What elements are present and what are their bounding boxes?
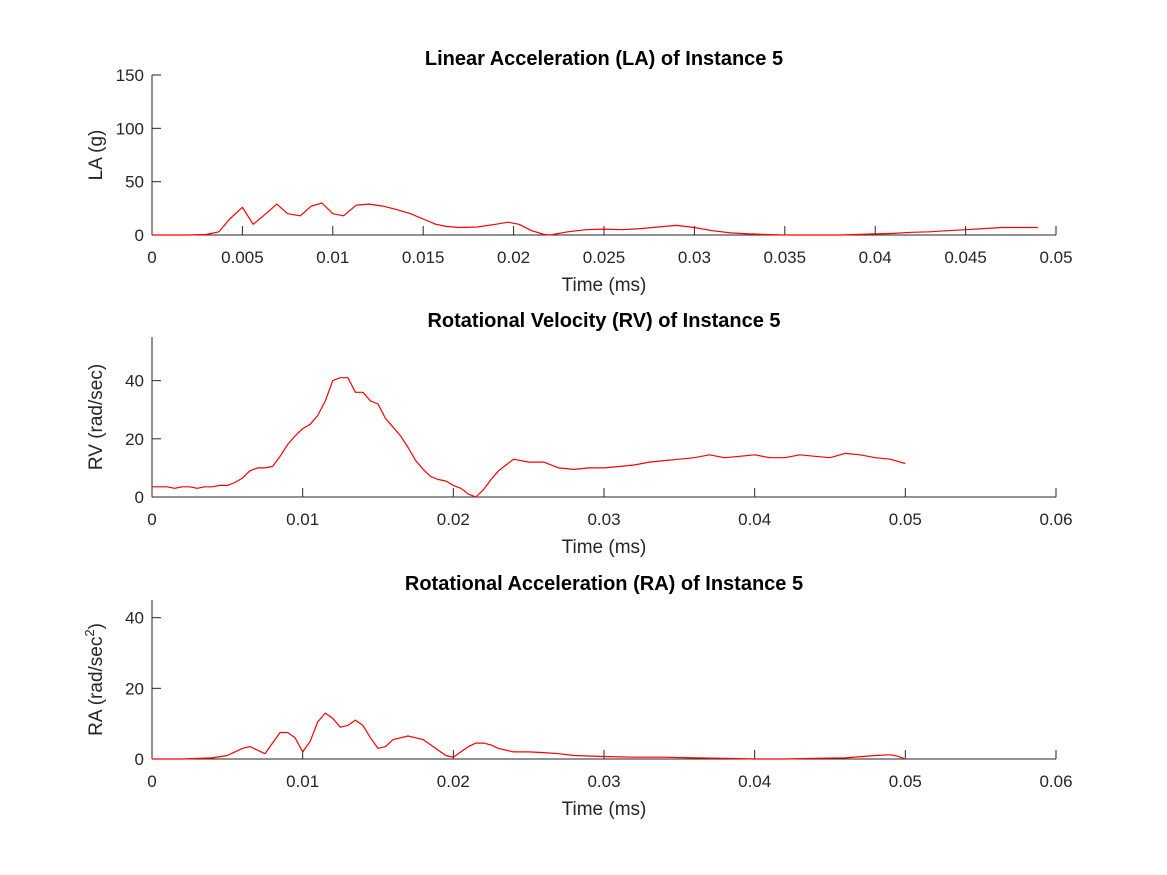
x-tick-label: 0.06 <box>1039 510 1072 529</box>
y-tick-label: 20 <box>125 430 144 449</box>
y-tick-label: 40 <box>125 372 144 391</box>
x-tick-label: 0.03 <box>678 248 711 267</box>
x-axis-label: Time (ms) <box>562 275 647 296</box>
x-tick-label: 0.03 <box>587 510 620 529</box>
x-tick-label: 0 <box>147 510 156 529</box>
x-tick-label: 0.04 <box>738 772 771 791</box>
y-tick-label: 0 <box>135 226 144 245</box>
y-axis-label: RV (rad/sec) <box>86 364 107 470</box>
y-tick-label: 0 <box>135 488 144 507</box>
series-line-1 <box>152 202 1038 236</box>
y-tick-label: 100 <box>116 119 144 138</box>
x-tick-label: 0.04 <box>738 510 771 529</box>
chart-panel-1: Linear Acceleration (LA) of Instance 50 0… <box>86 48 1073 296</box>
x-axis-label: Time (ms) <box>562 537 647 558</box>
x-tick-label: 0.025 <box>583 248 626 267</box>
x-tick-label: 0.045 <box>944 248 987 267</box>
y-axis-label: LA (g) <box>86 130 107 181</box>
x-tick-label: 0.01 <box>286 772 319 791</box>
y-tick-label: 20 <box>125 679 144 698</box>
x-tick-label: 0 <box>147 248 156 267</box>
chart-title: Rotational Velocity (RV) of Instance 5 <box>427 310 780 332</box>
chart-panel-3: Rotational Acceleration (RA) of Instance… <box>82 573 1073 820</box>
x-tick-label: 0.05 <box>1039 248 1072 267</box>
x-tick-label: 0.06 <box>1039 772 1072 791</box>
y-tick-label: 0 <box>135 750 144 769</box>
series-line-1 <box>152 377 906 498</box>
chart-title: Rotational Acceleration (RA) of Instance… <box>405 573 803 595</box>
x-tick-label: 0 <box>147 772 156 791</box>
chart-title: Linear Acceleration (LA) of Instance 5 <box>425 48 783 70</box>
chart-panel-2: Rotational Velocity (RV) of Instance 50 0… <box>86 310 1073 558</box>
series-line-1 <box>152 712 906 760</box>
y-tick-label: 150 <box>116 66 144 85</box>
x-tick-label: 0.01 <box>316 248 349 267</box>
x-tick-label: 0.05 <box>889 772 922 791</box>
x-tick-label: 0.03 <box>587 772 620 791</box>
x-tick-label: 0.035 <box>764 248 807 267</box>
x-tick-label: 0.01 <box>286 510 319 529</box>
x-tick-label: 0.02 <box>437 772 470 791</box>
x-tick-label: 0.02 <box>497 248 530 267</box>
x-tick-label: 0.015 <box>402 248 445 267</box>
x-tick-label: 0.02 <box>437 510 470 529</box>
y-tick-label: 50 <box>125 173 144 192</box>
x-tick-label: 0.04 <box>859 248 892 267</box>
x-axis-label: Time (ms) <box>562 799 647 820</box>
x-tick-label: 0.05 <box>889 510 922 529</box>
x-tick-label: 0.005 <box>221 248 264 267</box>
y-tick-label: 40 <box>125 609 144 628</box>
y-axis-label: RA (rad/sec2) <box>82 623 107 736</box>
